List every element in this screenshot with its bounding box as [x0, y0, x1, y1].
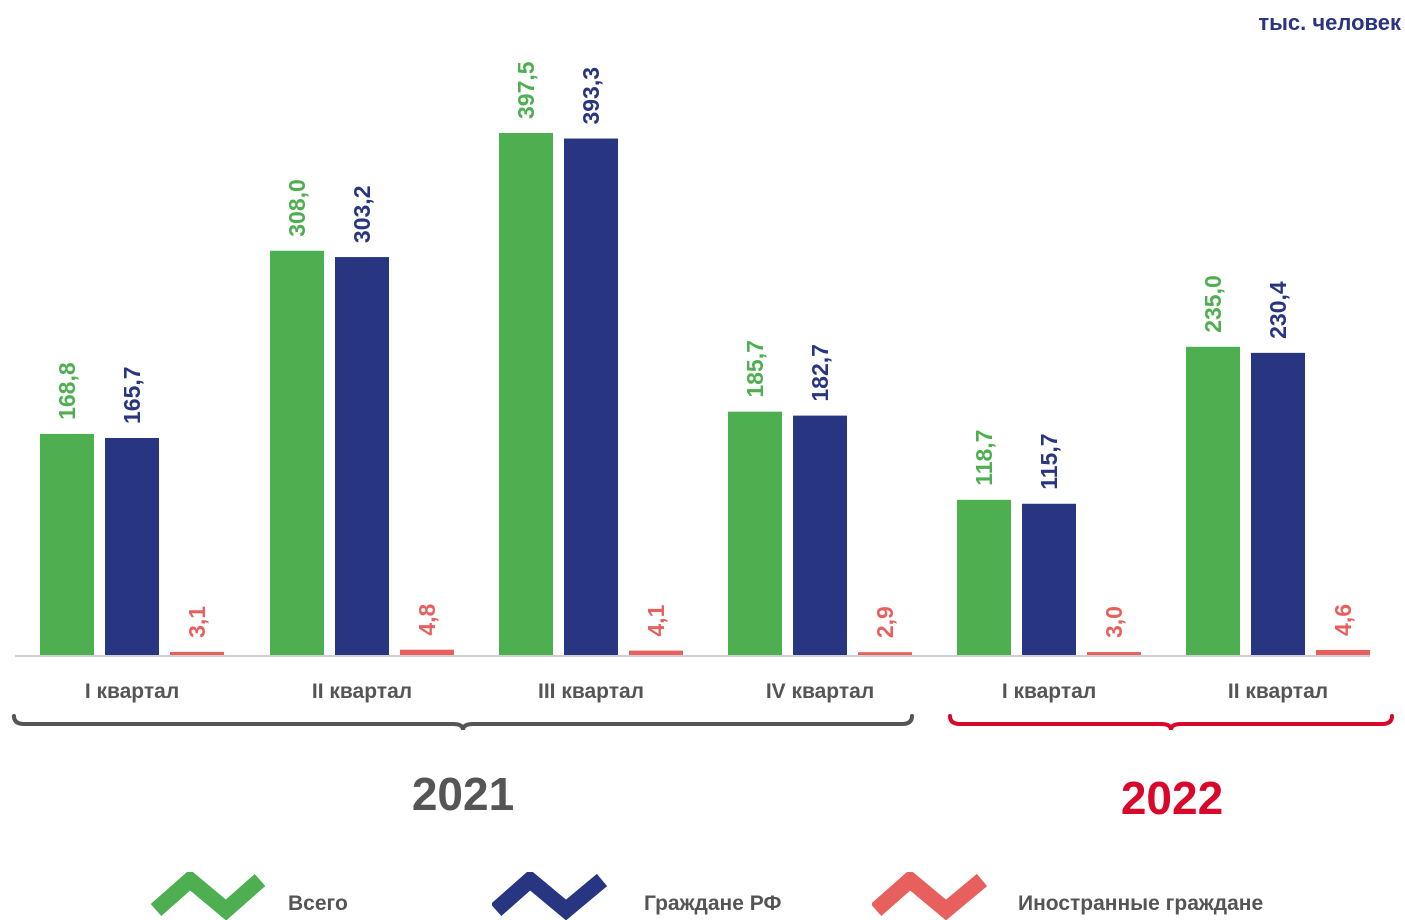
- bar-0-3: [728, 411, 782, 656]
- data-label-1-1: 303,2: [349, 186, 375, 244]
- bar-0-5: [1186, 346, 1240, 656]
- bar-0-2: [499, 133, 553, 656]
- category-label-0: I квартал: [85, 680, 179, 703]
- bar-2-3: [858, 652, 912, 656]
- bar-2-5: [1316, 649, 1370, 656]
- data-label-2-0: 3,1: [184, 606, 210, 638]
- bar-2-4: [1087, 652, 1141, 656]
- legend-foreign-icon: [872, 872, 988, 920]
- category-label-1: II квартал: [312, 680, 412, 703]
- legend: Всего Граждане РФ Иностранные граждане: [0, 872, 1405, 920]
- bar-1-0: [105, 437, 159, 656]
- bar-2-1: [400, 649, 454, 656]
- bar-chart: 168,8 308,0 397,5 185,7 118,7 235,0 165,7 303,2…: [12, 61, 1394, 824]
- unit-label: тыс. человек: [1258, 10, 1401, 35]
- year-label-2022: 2022: [1121, 772, 1223, 824]
- legend-label-total: Всего: [288, 892, 348, 915]
- data-label-2-5: 4,6: [1330, 604, 1356, 636]
- bar-1-4: [1022, 503, 1076, 656]
- category-label-2: III квартал: [538, 680, 644, 703]
- data-label-2-4: 3,0: [1101, 606, 1127, 638]
- bar-1-5: [1251, 352, 1305, 656]
- data-label-2-2: 4,1: [643, 604, 669, 636]
- data-label-0-3: 185,7: [742, 340, 768, 398]
- category-label-3: IV квартал: [766, 680, 874, 703]
- bar-1-2: [564, 138, 618, 657]
- category-label-5: II квартал: [1228, 680, 1328, 703]
- data-label-0-5: 235,0: [1200, 275, 1226, 333]
- year-label-2021: 2021: [412, 768, 514, 820]
- bar-2-0: [170, 651, 224, 656]
- data-label-0-0: 168,8: [54, 362, 80, 420]
- year-bracket-2022: [948, 714, 1394, 731]
- data-label-0-2: 397,5: [513, 61, 539, 119]
- data-label-2-3: 2,9: [872, 606, 898, 638]
- bar-1-3: [793, 415, 847, 656]
- data-label-1-4: 115,7: [1036, 433, 1062, 489]
- data-label-2-1: 4,8: [414, 604, 440, 636]
- data-label-1-3: 182,7: [807, 344, 833, 402]
- bar-2-2: [629, 650, 683, 656]
- data-label-0-4: 118,7: [971, 430, 997, 486]
- year-bracket-2021: [12, 714, 914, 731]
- bar-1-1: [335, 257, 389, 656]
- legend-total-icon: [150, 872, 266, 920]
- data-label-1-2: 393,3: [578, 67, 604, 125]
- bar-0-0: [40, 433, 94, 656]
- category-label-4: I квартал: [1002, 680, 1096, 703]
- data-label-1-0: 165,7: [119, 366, 145, 424]
- data-label-0-1: 308,0: [284, 179, 310, 237]
- data-label-1-5: 230,4: [1265, 281, 1291, 339]
- legend-label-citizens: Граждане РФ: [644, 892, 782, 915]
- legend-citizens-icon: [492, 872, 608, 920]
- bar-0-4: [957, 499, 1011, 656]
- bar-0-1: [270, 250, 324, 656]
- legend-label-foreign: Иностранные граждане: [1018, 892, 1264, 915]
